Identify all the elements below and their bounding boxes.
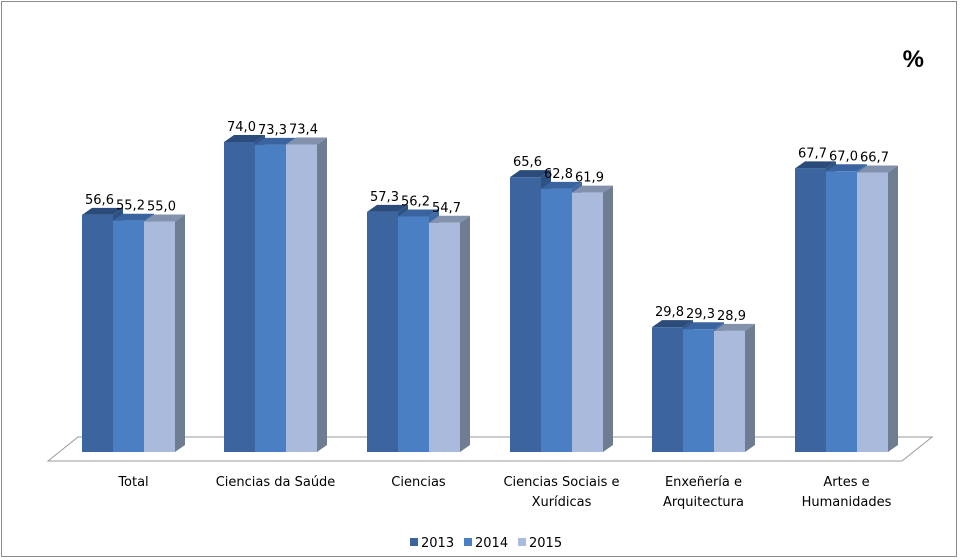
value-label: 67,7 (798, 146, 827, 161)
value-label: 74,0 (227, 120, 256, 135)
bar-top (652, 320, 693, 328)
bar-top (572, 185, 613, 193)
bar-front (255, 144, 286, 453)
value-label: 28,9 (717, 309, 746, 324)
value-label: 73,4 (289, 122, 318, 137)
bar-side (317, 137, 327, 453)
bar-front (857, 172, 888, 453)
bar-front (510, 177, 541, 453)
bar-top (144, 214, 185, 222)
bar-top (113, 213, 154, 221)
bar-front (82, 214, 113, 452)
value-label: 54,7 (432, 201, 461, 216)
bar-2015-0 (144, 214, 185, 452)
category-labels-group: Total Ciencias da Saúde Ciencias Ciencias S… (117, 475, 891, 510)
bars-group (82, 134, 898, 453)
bar-top (714, 323, 755, 331)
category-label: Ciencias da Saúde (216, 475, 336, 490)
category-label: Total (117, 475, 148, 490)
legend-label: 2014 (475, 536, 508, 551)
bar-front (683, 329, 714, 452)
bar-front (286, 144, 317, 453)
bar-top (286, 137, 327, 145)
bar-2015-4 (714, 323, 755, 452)
bar-side (175, 214, 185, 452)
bar-front (367, 211, 398, 452)
bar-top (541, 181, 582, 189)
bar-2015-1 (286, 137, 327, 453)
value-label: 57,3 (370, 190, 399, 205)
legend-swatch (410, 538, 418, 546)
bar-top (398, 209, 439, 217)
legend-swatch (464, 538, 472, 546)
category-label: Arquitectura (663, 495, 744, 510)
bar-front (113, 220, 144, 452)
bar-side (888, 165, 898, 453)
bar-front (398, 216, 429, 452)
value-label: 56,6 (85, 193, 114, 208)
legend: 2013 2014 2015 (410, 536, 562, 551)
unit-label: % (902, 46, 924, 73)
bar-top (795, 161, 836, 169)
legend-item-2013: 2013 (410, 536, 454, 551)
bar-front (714, 330, 745, 452)
value-label: 56,2 (401, 195, 430, 210)
legend-swatch (518, 538, 526, 546)
value-label: 66,7 (860, 151, 889, 166)
bar-front (224, 141, 255, 452)
bar-side (460, 215, 470, 452)
bar-top (82, 207, 123, 215)
category-label: Enxeñería e (665, 475, 742, 490)
value-label: 65,6 (513, 155, 542, 170)
bar-front (429, 222, 460, 452)
bar-front (652, 327, 683, 452)
category-label: Humanidades (802, 495, 892, 510)
bar-front (572, 192, 603, 452)
bar-2015-5 (857, 165, 898, 453)
legend-item-2015: 2015 (518, 536, 562, 551)
value-label: 29,8 (655, 305, 684, 320)
bar-front (826, 171, 857, 452)
bar-top (429, 215, 470, 223)
bar-top (510, 170, 551, 178)
value-label: 73,3 (258, 123, 287, 138)
bar-top (857, 165, 898, 173)
legend-label: 2013 (421, 536, 454, 551)
value-label: 62,8 (544, 167, 573, 182)
bar-2015-2 (429, 215, 470, 452)
bar-top (255, 137, 296, 145)
bar-top (683, 322, 724, 330)
value-label: 55,2 (116, 199, 145, 214)
bar-2015-3 (572, 185, 613, 452)
bar-front (795, 168, 826, 452)
bar-front (541, 188, 572, 453)
legend-label: 2015 (529, 536, 562, 551)
category-label: Xurídicas (532, 495, 592, 510)
bar-top (367, 204, 408, 212)
bar-top (826, 164, 867, 172)
bar-top (224, 134, 265, 142)
bar-side (603, 185, 613, 452)
value-label: 67,0 (829, 149, 858, 164)
value-label: 55,0 (147, 200, 176, 215)
legend-item-2014: 2014 (464, 536, 508, 551)
bar-front (144, 221, 175, 452)
category-label: Artes e (823, 475, 869, 490)
category-label: Ciencias Sociais e (503, 475, 619, 490)
bar-side (745, 323, 755, 452)
value-labels-group: 56,6 55,2 55,0 74,0 73,3 73,4 57,3 56,2 54,7 65,6… (85, 120, 889, 324)
value-label: 61,9 (575, 171, 604, 186)
value-label: 29,3 (686, 307, 715, 322)
category-label: Ciencias (391, 475, 446, 490)
